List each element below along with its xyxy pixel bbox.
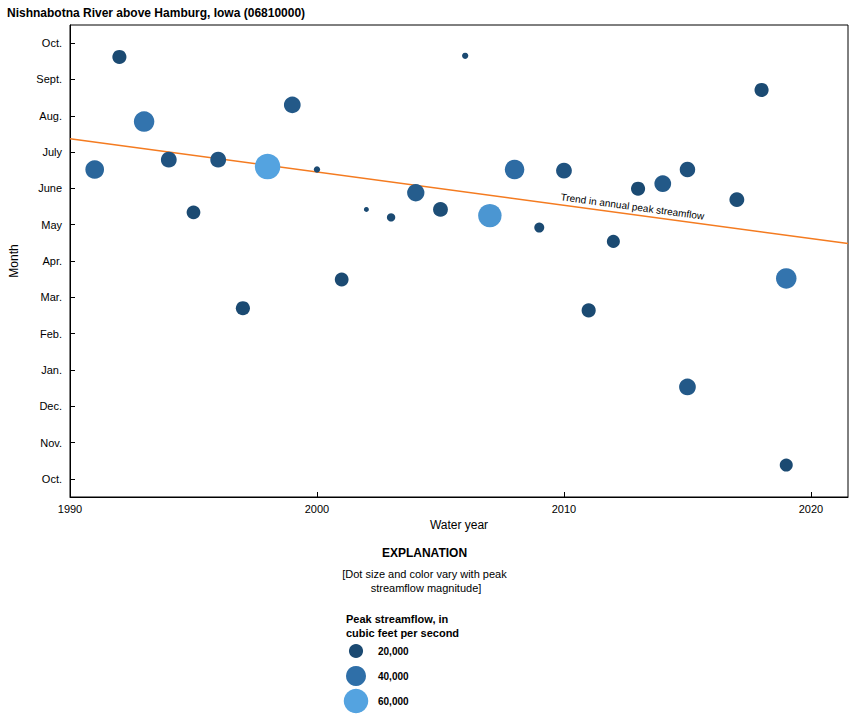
svg-text:Oct.: Oct. xyxy=(42,37,62,49)
svg-text:July: July xyxy=(42,146,62,158)
svg-text:Aug.: Aug. xyxy=(39,110,62,122)
svg-text:Dec.: Dec. xyxy=(39,400,62,412)
svg-text:Nov.: Nov. xyxy=(40,437,62,449)
svg-text:Peak streamflow, in: Peak streamflow, in xyxy=(346,613,451,625)
svg-text:Nishnabotna River above Hambur: Nishnabotna River above Hamburg, Iowa (0… xyxy=(7,6,305,20)
svg-text:60,000: 60,000 xyxy=(378,696,409,707)
svg-text:1990: 1990 xyxy=(58,503,82,515)
svg-text:EXPLANATION: EXPLANATION xyxy=(382,546,467,560)
svg-text:2000: 2000 xyxy=(305,503,329,515)
svg-text:20,000: 20,000 xyxy=(378,646,409,657)
svg-text:2020: 2020 xyxy=(799,503,823,515)
svg-text:Feb.: Feb. xyxy=(40,328,62,340)
svg-text:May: May xyxy=(41,219,62,231)
svg-text:2010: 2010 xyxy=(552,503,576,515)
svg-text:Mar.: Mar. xyxy=(41,291,62,303)
svg-text:streamflow magnitude]: streamflow magnitude] xyxy=(371,582,482,594)
svg-text:Water year: Water year xyxy=(430,518,488,532)
svg-text:Trend in annual peak streamflo: Trend in annual peak streamflow xyxy=(560,191,706,221)
svg-text:June: June xyxy=(38,182,62,194)
svg-text:40,000: 40,000 xyxy=(378,671,409,682)
svg-text:[Dot size and color vary with: [Dot size and color vary with peak xyxy=(342,568,510,580)
svg-text:Apr.: Apr. xyxy=(42,255,62,267)
svg-text:Oct.: Oct. xyxy=(42,473,62,485)
svg-text:Jan.: Jan. xyxy=(41,364,62,376)
svg-text:Sept.: Sept. xyxy=(36,73,62,85)
svg-text:cubic feet per second: cubic feet per second xyxy=(346,627,459,639)
svg-text:Month: Month xyxy=(7,244,21,277)
